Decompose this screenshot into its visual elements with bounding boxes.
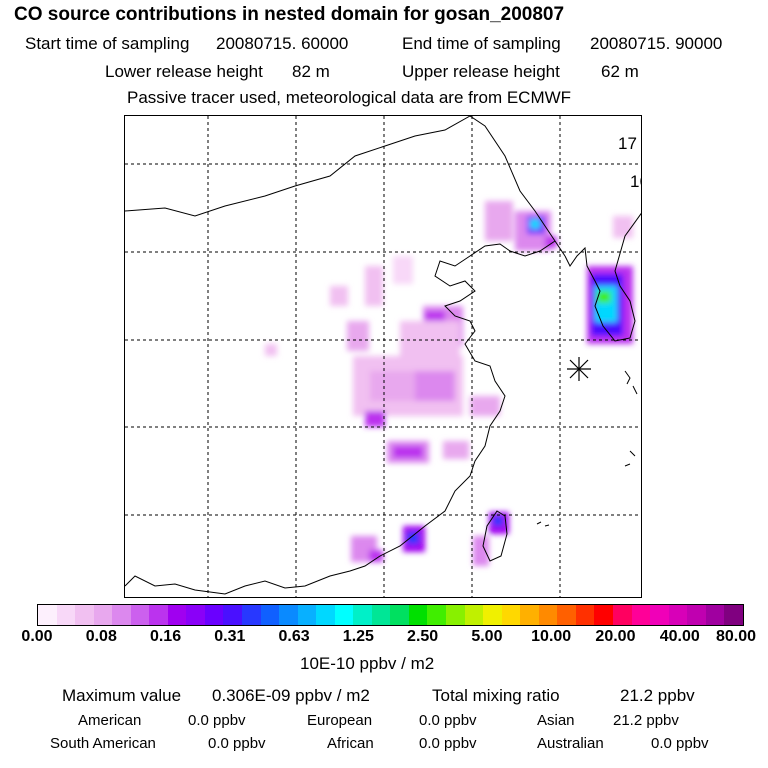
- end-time-label: End time of sampling: [402, 34, 561, 53]
- coastlines: [125, 116, 641, 595]
- region-value: 0.0 ppbv: [208, 735, 266, 752]
- colorbar-tick-label: 5.00: [471, 628, 503, 645]
- map-corner-label-16: 16: [630, 172, 641, 191]
- colorbar-swatch: [594, 605, 613, 625]
- colorbar-swatch: [446, 605, 465, 625]
- lat-lon-grid: [125, 116, 641, 597]
- colorbar-swatch: [167, 605, 187, 625]
- colorbar-swatch: [38, 605, 57, 625]
- tracer-note: Passive tracer used, meteorological data…: [127, 88, 572, 107]
- colorbar-tick-label: 0.00: [21, 628, 53, 645]
- region-value: 0.0 ppbv: [188, 712, 246, 729]
- region-value: 21.2 ppbv: [613, 712, 679, 729]
- colorbar-swatch: [260, 605, 280, 625]
- region-name: South American: [50, 735, 156, 752]
- colorbar-swatch: [687, 605, 706, 625]
- colorbar-swatch: [297, 605, 317, 625]
- total-mixing-value: 21.2 ppbv: [620, 686, 695, 705]
- colorbar-tick-label: 0.16: [149, 628, 182, 645]
- colorbar-swatch: [408, 605, 428, 625]
- region-value: 0.0 ppbv: [419, 735, 477, 752]
- colorbar-swatch: [501, 605, 521, 625]
- colorbar-tick-label: 20.00: [595, 628, 636, 645]
- region-name: African: [327, 735, 374, 752]
- colorbar-swatch: [705, 605, 725, 625]
- colorbar-swatch: [538, 605, 558, 625]
- colorbar-swatch: [279, 605, 298, 625]
- colorbar-swatch: [371, 605, 391, 625]
- colorbar-tick-label: 10.00: [531, 628, 572, 645]
- end-time-value: 20080715. 90000: [590, 34, 723, 53]
- colorbar: [37, 604, 744, 626]
- colorbar-swatch: [390, 605, 409, 625]
- colorbar-swatch: [631, 605, 651, 625]
- colorbar-swatch: [575, 605, 595, 625]
- region-name: American: [78, 712, 142, 729]
- upper-height-value: 62 m: [601, 62, 639, 81]
- colorbar-tick-label: 0.31: [214, 628, 246, 645]
- concentration-field: [265, 201, 633, 566]
- colorbar-swatch: [464, 605, 484, 625]
- colorbar-tick-label: 0.08: [85, 628, 117, 645]
- colorbar-tick-label: 2.50: [407, 628, 439, 645]
- total-mixing-label: Total mixing ratio: [432, 686, 560, 705]
- colorbar-swatch: [56, 605, 76, 625]
- region-value: 0.0 ppbv: [419, 712, 477, 729]
- colorbar-swatch: [483, 605, 502, 625]
- colorbar-swatch: [130, 605, 150, 625]
- map-panel: 17 16: [124, 115, 642, 598]
- map-canvas: [125, 116, 641, 597]
- colorbar-swatch: [612, 605, 632, 625]
- region-name: Australian: [537, 735, 604, 752]
- start-time-value: 20080715. 60000: [216, 34, 349, 53]
- receptor-marker: [567, 357, 591, 381]
- colorbar-swatch: [520, 605, 539, 625]
- colorbar-swatch: [557, 605, 576, 625]
- colorbar-swatch: [668, 605, 688, 625]
- colorbar-unit: 10E-10 ppbv / m2: [300, 654, 435, 673]
- colorbar-swatch: [204, 605, 224, 625]
- colorbar-tick-label: 80.00: [715, 628, 757, 645]
- start-time-label: Start time of sampling: [25, 34, 190, 53]
- colorbar-swatch: [149, 605, 168, 625]
- colorbar-swatch: [75, 605, 94, 625]
- colorbar-swatch: [186, 605, 205, 625]
- colorbar-swatch: [112, 605, 131, 625]
- colorbar-swatch: [223, 605, 243, 625]
- plot-title: CO source contributions in nested domain…: [14, 4, 565, 25]
- colorbar-swatch: [650, 605, 669, 625]
- colorbar-tick-label: 40.00: [659, 628, 700, 645]
- colorbar-swatch: [724, 605, 743, 625]
- colorbar-swatch: [353, 605, 372, 625]
- colorbar-swatch: [242, 605, 261, 625]
- colorbar-ticks: 0.00 0.08 0.16 0.31 0.63 1.25 2.50 5.00 10.00 20.…: [0, 628, 768, 650]
- colorbar-tick-label: 1.25: [342, 628, 374, 645]
- max-value: 0.306E-09 ppbv / m2: [212, 686, 370, 705]
- max-value-label: Maximum value: [62, 686, 182, 705]
- upper-height-label: Upper release height: [402, 62, 560, 81]
- lower-height-value: 82 m: [292, 62, 330, 81]
- map-corner-label-17: 17: [618, 134, 637, 153]
- colorbar-swatch: [427, 605, 447, 625]
- colorbar-swatch: [316, 605, 335, 625]
- region-value: 0.0 ppbv: [651, 735, 709, 752]
- region-name: Asian: [537, 712, 575, 729]
- colorbar-swatch: [334, 605, 354, 625]
- colorbar-swatch: [93, 605, 113, 625]
- colorbar-tick-label: 0.63: [278, 628, 310, 645]
- region-name: European: [307, 712, 373, 729]
- lower-height-label: Lower release height: [105, 62, 263, 81]
